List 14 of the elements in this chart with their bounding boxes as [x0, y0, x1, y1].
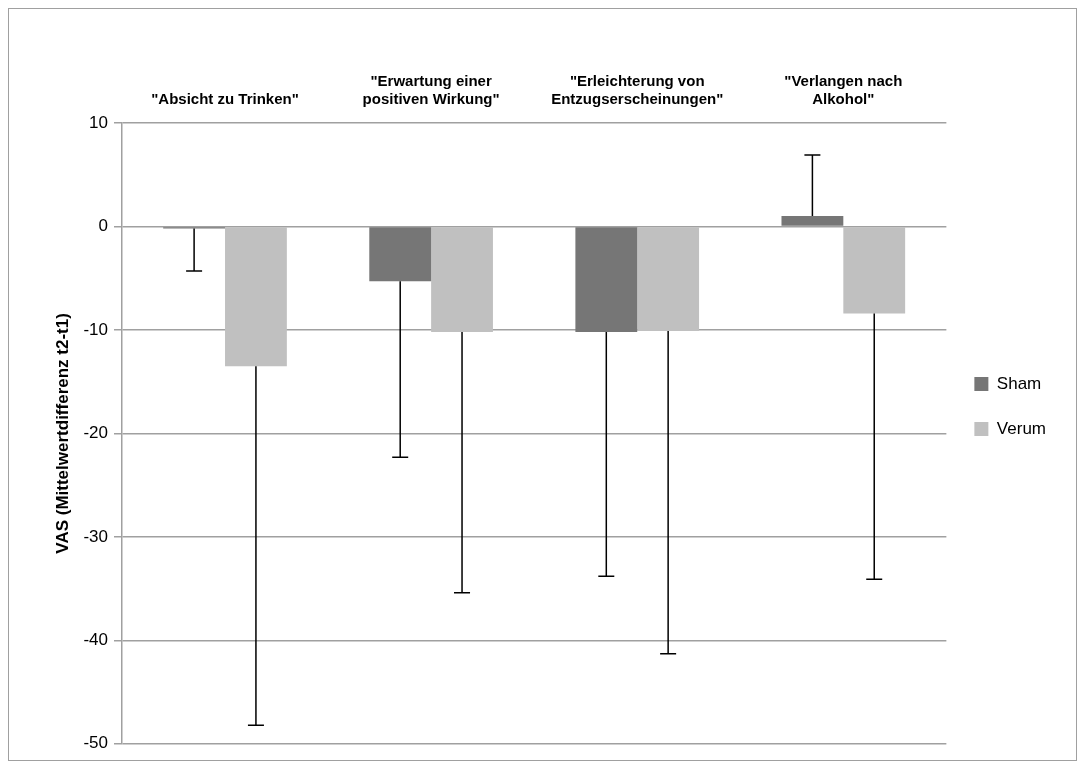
x-tick-label: "Absicht zu Trinken": [151, 90, 299, 108]
legend-label: Sham: [996, 373, 1042, 393]
y-tick-label: -50: [83, 733, 108, 753]
x-tick-label: "Verlangen nach Alkohol": [784, 72, 903, 108]
y-tick-label: -40: [83, 630, 108, 650]
y-tick-label: -30: [83, 526, 108, 546]
y-tick-label: -20: [83, 423, 108, 443]
legend-label: Verum: [996, 418, 1047, 438]
y-axis-title: VAS (Mittelwertdifferenz t2-t1): [52, 313, 72, 554]
x-tick-label: "Erwartung einer positiven Wirkung": [362, 72, 500, 108]
y-tick-label: 10: [89, 112, 108, 132]
x-tick-label: "Erleichterung von Entzugserscheinungen": [551, 72, 724, 108]
y-tick-label: -10: [83, 319, 108, 339]
y-tick-label: 0: [98, 216, 108, 236]
